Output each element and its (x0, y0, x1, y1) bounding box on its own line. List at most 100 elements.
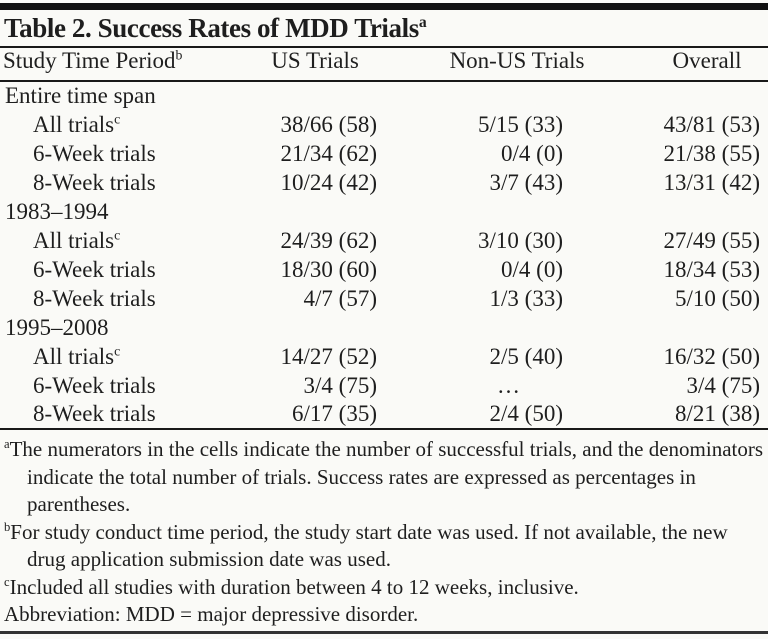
footnote: bFor study conduct time period, the stud… (4, 519, 766, 574)
table-body: Entire time span All trialsc 38/66 (58) 5/1… (0, 81, 768, 429)
table-row: 8-Week trials 6/17 (35) 2/4 (50) 8/21 (38) (0, 400, 768, 429)
data-cell: 10/24 (42) (280, 169, 377, 195)
footnote: Abbreviation: MDD = major depressive dis… (4, 601, 766, 629)
data-cell (240, 313, 390, 342)
row-label: All trialsc (0, 110, 240, 139)
data-cell: 18/30 (60) (280, 256, 377, 282)
row-label-text: 6-Week trials (33, 372, 156, 398)
data-cell: 5/15 (33) (478, 111, 563, 137)
data-cell: … (497, 372, 520, 398)
section-row: 1983–1994 (0, 197, 768, 226)
footnote-text: The numerators in the cells indicate the… (9, 437, 764, 516)
row-label: 8-Week trials (0, 168, 240, 197)
footnote: aThe numerators in the cells indicate th… (4, 436, 766, 519)
row-label-text: Entire time span (5, 83, 156, 108)
row-label: 6-Week trials (0, 255, 240, 284)
table-row: 6-Week trials 3/4 (75) … 3/4 (75) (0, 371, 768, 400)
footnote: cIncluded all studies with duration betw… (4, 574, 766, 602)
header-row: Study Time Periodb US Trials Non-US Trials… (0, 47, 768, 82)
row-label-text: 1995–2008 (5, 314, 109, 340)
row-label-text: 6-Week trials (33, 140, 156, 166)
row-label-text: All trials (33, 343, 115, 369)
data-cell (390, 81, 600, 110)
table-row: 6-Week trials 21/34 (62) 0/4 (0) 21/38 (55) (0, 139, 768, 168)
column-header-label: Overall (672, 48, 742, 73)
data-cell: 6/17 (35) (292, 401, 377, 426)
footnote-text: Included all studies with duration betwe… (9, 574, 579, 599)
column-header-study-time-period: Study Time Periodb (0, 47, 240, 82)
data-cell: 0/4 (0) (501, 256, 563, 282)
data-cell: 2/4 (50) (489, 401, 563, 426)
table-row: All trialsc 14/27 (52) 2/5 (40) 16/32 (50) (0, 342, 768, 371)
footnote-superscript: c (4, 574, 10, 589)
data-cell (600, 197, 768, 226)
data-cell: 14/27 (52) (280, 343, 377, 369)
table-row: 8-Week trials 10/24 (42) 3/7 (43) 13/31 (42… (0, 168, 768, 197)
data-cell: 38/66 (58) (280, 111, 377, 137)
data-cell: 3/4 (75) (686, 372, 760, 398)
table-title-superscript: a (418, 14, 427, 31)
data-cell: 43/81 (53) (663, 111, 760, 137)
column-header-non-us-trials: Non-US Trials (390, 48, 600, 82)
data-cell (240, 81, 390, 110)
row-label-superscript: c (114, 110, 121, 126)
data-cell: 16/32 (50) (663, 343, 760, 369)
data-cell: 18/34 (53) (663, 256, 760, 282)
row-label: 8-Week trials (0, 400, 240, 429)
data-cell: 0/4 (0) (501, 140, 563, 166)
table-title: Table 2. Success Rates of MDD Trialsa (0, 10, 768, 48)
table-title-text: Table 2. Success Rates of MDD Trials (4, 13, 419, 43)
row-label-text: 8-Week trials (33, 285, 156, 311)
row-label: Entire time span (0, 81, 240, 110)
footnote-superscript: a (4, 437, 10, 451)
row-label-superscript: c (114, 226, 121, 242)
data-cell (600, 81, 768, 110)
data-cell: 21/38 (55) (663, 140, 760, 166)
footnote-text: Abbreviation: MDD = major depressive dis… (4, 602, 419, 626)
success-rates-table: Study Time Periodb US Trials Non-US Trials… (0, 48, 768, 430)
data-cell: 2/5 (40) (489, 343, 563, 369)
data-cell: 13/31 (42) (663, 169, 760, 195)
column-header-label: Non-US Trials (449, 48, 585, 73)
data-cell: 21/34 (62) (280, 140, 377, 166)
bottom-rule (0, 631, 768, 634)
row-label-text: All trials (33, 111, 115, 137)
footnotes: aThe numerators in the cells indicate th… (0, 430, 768, 631)
column-header-us-trials: US Trials (240, 48, 390, 82)
column-header-label: US Trials (271, 48, 359, 73)
row-label-text: 8-Week trials (33, 169, 156, 195)
table-row: All trialsc 24/39 (62) 3/10 (30) 27/49 (55) (0, 226, 768, 255)
table-row: 8-Week trials 4/7 (57) 1/3 (33) 5/10 (50) (0, 284, 768, 313)
data-cell: 3/10 (30) (478, 227, 563, 253)
column-header-superscript: b (175, 47, 183, 63)
row-label: 8-Week trials (0, 284, 240, 313)
data-cell: 27/49 (55) (663, 227, 760, 253)
row-label: 1983–1994 (0, 197, 240, 226)
data-cell: 5/10 (50) (675, 285, 760, 311)
row-label: 6-Week trials (0, 371, 240, 400)
data-cell: 3/7 (43) (489, 169, 563, 195)
data-cell: 24/39 (62) (280, 227, 377, 253)
section-row: Entire time span (0, 81, 768, 110)
table-head: Study Time Periodb US Trials Non-US Trials… (0, 47, 768, 82)
row-label-text: 8-Week trials (33, 401, 156, 426)
data-cell (240, 197, 390, 226)
section-row: 1995–2008 (0, 313, 768, 342)
row-label-text: 1983–1994 (5, 198, 109, 224)
data-cell (390, 197, 600, 226)
table-row: 6-Week trials 18/30 (60) 0/4 (0) 18/34 (53) (0, 255, 768, 284)
footnote-text: For study conduct time period, the study… (10, 519, 728, 572)
column-header-overall: Overall (600, 48, 768, 82)
data-cell: 3/4 (75) (303, 372, 377, 398)
row-label-superscript: c (114, 342, 121, 358)
row-label: 1995–2008 (0, 313, 240, 342)
data-cell: 8/21 (38) (675, 401, 760, 426)
row-label: All trialsc (0, 342, 240, 371)
footnote-superscript: b (4, 519, 11, 534)
column-header-label: Study Time Period (3, 48, 176, 73)
data-cell (390, 313, 600, 342)
data-cell: 1/3 (33) (489, 285, 563, 311)
row-label-text: All trials (33, 227, 115, 253)
data-cell (600, 313, 768, 342)
